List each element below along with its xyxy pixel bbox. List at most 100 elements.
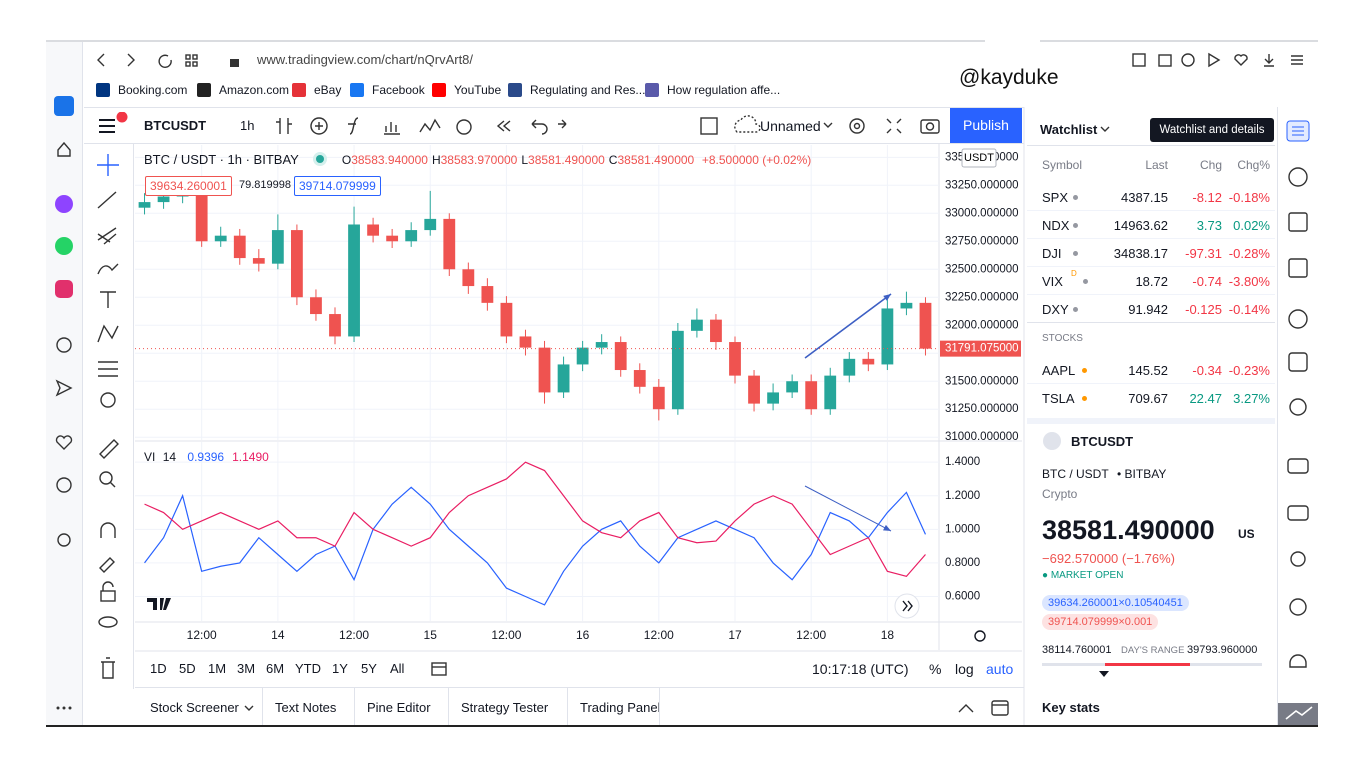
layout-name[interactable]: Unnamed xyxy=(760,118,821,134)
bottom-tab[interactable]: Trading Panel xyxy=(580,700,661,715)
watchlist-chevron[interactable] xyxy=(1098,122,1112,136)
symbol[interactable]: BTCUSDT xyxy=(144,118,207,133)
layout-button[interactable] xyxy=(700,117,718,135)
lock-tool[interactable] xyxy=(100,590,116,602)
whatsapp-icon[interactable] xyxy=(55,237,73,255)
messages-icon[interactable] xyxy=(1287,505,1309,521)
hide-tool[interactable] xyxy=(98,616,118,628)
range-button[interactable]: 5D xyxy=(179,661,196,676)
settings-button[interactable] xyxy=(849,118,865,134)
row-symbol[interactable]: AAPL xyxy=(1042,363,1076,378)
publish-button[interactable]: Publish xyxy=(950,108,1022,143)
chart-type-button[interactable] xyxy=(276,118,292,134)
bookmark[interactable]: YouTube xyxy=(454,83,502,97)
stay-drawing-tool[interactable] xyxy=(99,557,115,573)
redo-button[interactable] xyxy=(558,119,567,129)
row-symbol[interactable]: SPX xyxy=(1042,190,1069,205)
row-symbol[interactable]: DXY xyxy=(1042,302,1069,317)
text-tool[interactable] xyxy=(100,291,116,308)
range-button[interactable]: 1D xyxy=(150,661,167,676)
heart-icon[interactable] xyxy=(55,435,73,450)
broadcast-icon[interactable] xyxy=(1289,598,1307,616)
alerts-icon[interactable] xyxy=(1288,167,1308,187)
messenger-icon[interactable] xyxy=(55,195,73,213)
bookmark[interactable]: Booking.com xyxy=(118,83,188,97)
trendline-tool[interactable] xyxy=(97,191,117,209)
details-symbol[interactable]: BTCUSDT xyxy=(1071,434,1134,449)
news-icon[interactable] xyxy=(1288,212,1308,232)
sell-price[interactable]: 39634.260001 xyxy=(145,176,232,196)
alert-button[interactable] xyxy=(456,119,472,135)
range-button[interactable]: 1M xyxy=(208,661,227,676)
templates-button[interactable] xyxy=(384,122,400,135)
watchlist-title[interactable]: Watchlist xyxy=(1040,122,1098,137)
icons-tool[interactable] xyxy=(100,392,116,408)
interval[interactable]: 1h xyxy=(240,118,255,133)
key-stats[interactable]: Key stats xyxy=(1042,700,1100,715)
snapshot-button[interactable] xyxy=(920,119,940,134)
axis-settings[interactable] xyxy=(974,630,986,642)
zoom-tool[interactable] xyxy=(99,471,113,485)
compare-button[interactable] xyxy=(310,117,328,135)
menu-button[interactable] xyxy=(96,112,132,140)
range-button[interactable]: 6M xyxy=(266,661,285,676)
bookmark[interactable]: Facebook xyxy=(372,83,425,97)
crosshair-tool[interactable] xyxy=(97,154,119,176)
replay-button[interactable] xyxy=(496,120,511,132)
bookmark[interactable]: Amazon.com xyxy=(219,83,290,97)
range-button[interactable]: All xyxy=(390,661,405,676)
play-icon[interactable] xyxy=(56,337,72,353)
details-pair[interactable]: BTC / USDT xyxy=(1042,467,1109,481)
goto-date[interactable] xyxy=(428,658,450,680)
indicators-button[interactable] xyxy=(348,117,359,135)
bottom-tab[interactable]: Strategy Tester xyxy=(461,700,549,715)
tab-chevron[interactable] xyxy=(243,702,255,714)
prediction-tool[interactable] xyxy=(98,361,118,377)
row-symbol[interactable]: DJI xyxy=(1042,246,1062,261)
ruler-tool[interactable] xyxy=(99,439,119,459)
bookmark[interactable]: Regulating and Res... xyxy=(530,83,646,97)
magnet-tool[interactable] xyxy=(100,522,116,538)
range-button[interactable]: YTD xyxy=(295,661,321,676)
range-button[interactable]: 3M xyxy=(237,661,256,676)
hotlist-icon[interactable] xyxy=(1288,309,1308,329)
pattern-tool[interactable] xyxy=(97,324,119,343)
forward-button[interactable] xyxy=(127,53,135,67)
fib-tool[interactable] xyxy=(97,227,117,245)
history-icon[interactable] xyxy=(56,477,72,493)
streams-icon[interactable] xyxy=(1290,551,1306,567)
range-button[interactable]: 5Y xyxy=(361,661,377,676)
buy-price[interactable]: 39714.079999 xyxy=(294,176,381,196)
percent-toggle[interactable]: % xyxy=(929,661,942,677)
log-toggle[interactable]: log xyxy=(955,661,974,677)
auto-toggle[interactable]: auto xyxy=(986,661,1014,677)
row-symbol[interactable]: NDX xyxy=(1042,218,1070,233)
fullscreen-button[interactable] xyxy=(886,118,902,134)
row-symbol[interactable]: TSLA xyxy=(1042,391,1075,406)
fav-icon[interactable] xyxy=(57,141,71,157)
bottom-tab[interactable]: Pine Editor xyxy=(367,700,431,715)
ideas-icon[interactable] xyxy=(1289,398,1307,416)
trash-tool[interactable] xyxy=(101,657,115,679)
data-window-icon[interactable] xyxy=(1288,258,1308,278)
chats-icon[interactable] xyxy=(1287,458,1309,474)
maximize-button[interactable] xyxy=(991,700,1009,716)
expand-button[interactable] xyxy=(958,704,974,713)
bottom-tab[interactable]: Stock Screener xyxy=(150,700,239,715)
calendar-icon[interactable] xyxy=(1288,352,1308,372)
bookmark[interactable]: How regulation affe... xyxy=(667,83,781,97)
reload-button[interactable] xyxy=(158,54,172,68)
bulb-icon[interactable] xyxy=(57,533,71,547)
row-symbol[interactable]: VIX xyxy=(1042,274,1063,289)
financials-button[interactable] xyxy=(419,118,441,133)
undo-button[interactable] xyxy=(531,119,548,135)
instagram-icon[interactable] xyxy=(55,280,73,298)
url[interactable]: www.tradingview.com/chart/nQrvArt8/ xyxy=(257,52,474,67)
home-icon[interactable] xyxy=(54,96,74,116)
bookmark[interactable]: eBay xyxy=(314,83,342,97)
range-button[interactable]: 1Y xyxy=(332,661,348,676)
brush-tool[interactable] xyxy=(97,263,119,275)
bottom-tab[interactable]: Text Notes xyxy=(275,700,337,715)
notifications-icon[interactable] xyxy=(1289,654,1307,668)
back-button[interactable] xyxy=(97,53,105,67)
